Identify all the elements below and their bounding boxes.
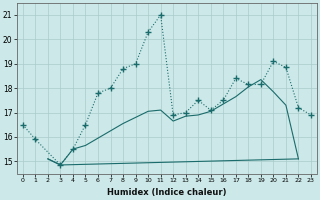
X-axis label: Humidex (Indice chaleur): Humidex (Indice chaleur) xyxy=(107,188,227,197)
